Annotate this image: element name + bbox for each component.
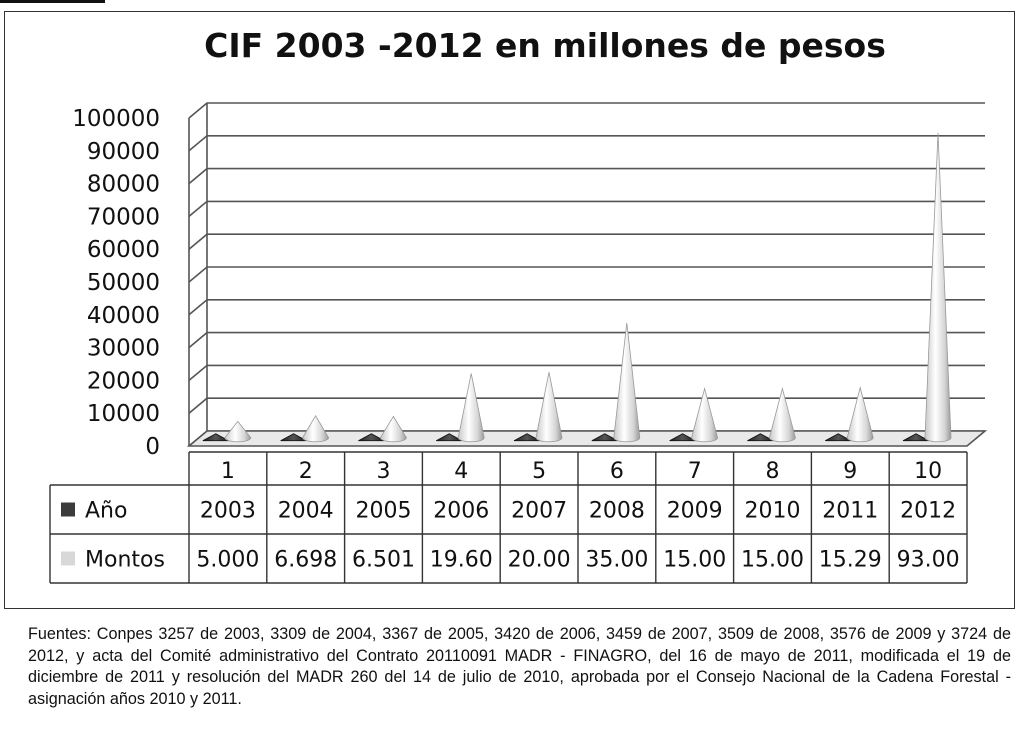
category-label: 3 xyxy=(377,459,391,484)
grid-line xyxy=(188,200,985,218)
grid-line xyxy=(188,233,985,250)
data-label: 6.501 xyxy=(352,548,415,573)
y-tick-label: 20000 xyxy=(87,368,160,394)
grid-line xyxy=(188,298,985,316)
grid-line xyxy=(188,167,985,185)
data-cones xyxy=(202,132,952,443)
chart-frame xyxy=(4,11,1015,609)
grid-line xyxy=(188,135,985,152)
montos-cone xyxy=(379,415,407,443)
montos-cone xyxy=(768,386,796,443)
y-tick-label: 0 xyxy=(145,434,160,460)
data-label: 6.698 xyxy=(274,548,337,573)
grid-line xyxy=(188,364,985,382)
data-label: 2010 xyxy=(745,499,801,524)
y-tick-label: 50000 xyxy=(87,270,160,296)
legend-key xyxy=(61,551,75,566)
data-label: 2004 xyxy=(278,499,334,524)
category-label: 10 xyxy=(914,459,942,484)
data-label: 2008 xyxy=(589,499,645,524)
grid xyxy=(186,102,988,447)
montos-cone xyxy=(691,386,719,443)
data-label: 20.00 xyxy=(508,548,571,573)
ano-marker xyxy=(513,433,541,442)
y-tick-label: 30000 xyxy=(87,336,160,362)
data-label: 2011 xyxy=(822,499,878,524)
data-label: 2007 xyxy=(511,499,567,524)
chart-title: CIF 2003 -2012 en millones de pesos xyxy=(204,26,886,65)
data-label: 2009 xyxy=(667,499,723,524)
ano-marker xyxy=(747,433,774,442)
y-tick-label: 70000 xyxy=(87,204,160,230)
data-label: 15.00 xyxy=(663,548,726,573)
category-label: 2 xyxy=(299,459,313,484)
chart: CIF 2003 -2012 en millones de pesos 1000… xyxy=(49,26,988,584)
y-tick-label: 40000 xyxy=(87,303,160,329)
top-rule xyxy=(0,0,105,3)
montos-cone xyxy=(457,373,485,443)
montos-cone xyxy=(613,322,641,443)
category-label: 8 xyxy=(766,459,780,484)
ano-marker xyxy=(669,433,696,442)
ano-marker xyxy=(280,433,307,442)
data-label: 5.000 xyxy=(196,548,259,573)
montos-cone xyxy=(302,414,330,443)
data-label: 15.29 xyxy=(819,548,882,573)
data-label: 35.00 xyxy=(585,548,648,573)
ano-marker xyxy=(591,433,618,442)
y-tick-label: 10000 xyxy=(87,401,160,427)
grid-line xyxy=(188,102,985,119)
data-label: 15.00 xyxy=(741,548,804,573)
category-label: 1 xyxy=(221,459,235,484)
data-label: 19.60 xyxy=(430,548,493,573)
grid-line xyxy=(188,331,985,349)
data-table: 1 2 3 4 5 6 7 8 9 10 Año 2003 2004 2005 2006 2007 2008 20… xyxy=(49,451,968,584)
series-name: Año xyxy=(85,499,127,524)
series-name: Montos xyxy=(85,548,165,573)
source-note: Fuentes: Conpes 3257 de 2003, 3309 de 20… xyxy=(28,625,1011,708)
grid-line xyxy=(188,266,985,283)
category-label: 4 xyxy=(454,459,468,484)
y-tick-label: 90000 xyxy=(87,139,160,165)
data-label: 2005 xyxy=(356,499,412,524)
ano-marker xyxy=(825,433,852,442)
montos-cone xyxy=(535,372,563,443)
category-label: 6 xyxy=(610,459,624,484)
data-label: 2003 xyxy=(200,499,256,524)
y-tick-label: 80000 xyxy=(87,172,160,198)
montos-cone xyxy=(846,386,874,443)
ano-marker xyxy=(202,433,229,442)
ano-marker xyxy=(436,433,463,442)
y-tick-label: 100000 xyxy=(72,106,160,132)
legend-key xyxy=(61,502,75,517)
ano-marker xyxy=(902,433,930,442)
y-axis-ticks: 1000009000080000700006000050000400003000… xyxy=(72,106,160,460)
category-label: 9 xyxy=(843,459,857,484)
ano-marker xyxy=(358,433,385,442)
category-label: 5 xyxy=(532,459,546,484)
data-label: 2006 xyxy=(433,499,489,524)
montos-cone xyxy=(924,132,952,443)
category-label: 7 xyxy=(688,459,702,484)
y-tick-label: 60000 xyxy=(87,237,160,263)
data-label: 93.00 xyxy=(897,548,960,573)
data-label: 2012 xyxy=(900,499,956,524)
montos-cone xyxy=(224,420,252,443)
